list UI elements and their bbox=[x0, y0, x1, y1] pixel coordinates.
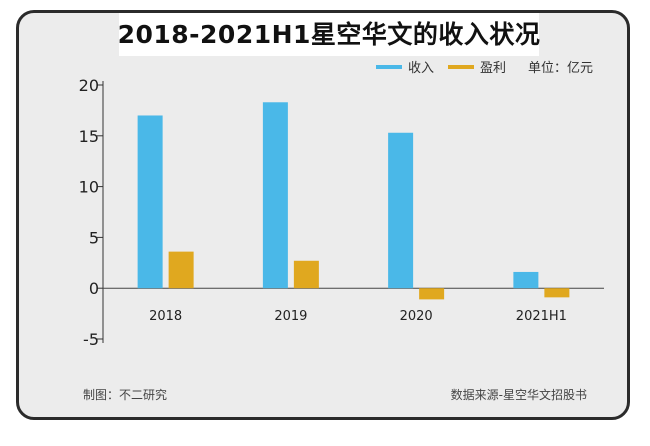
x-category-label: 2021H1 bbox=[516, 309, 567, 324]
bar-chart: 20 15 10 5 0 -5 2018 2019 2020 2021H1 bbox=[79, 76, 604, 349]
legend-swatch-revenue bbox=[375, 64, 402, 69]
y-tick-label: -5 bbox=[83, 330, 99, 349]
legend-label-revenue: 收入 bbox=[407, 61, 434, 76]
bar-revenue bbox=[262, 102, 288, 289]
bar-revenue bbox=[513, 271, 539, 289]
y-tick-label: 15 bbox=[79, 127, 99, 146]
y-tick-label: 10 bbox=[79, 178, 99, 197]
x-category-label: 2020 bbox=[400, 309, 433, 324]
chart-title: 2018-2021H1星空华文的收入状况 bbox=[117, 20, 541, 49]
legend: 收入 盈利 单位：亿元 bbox=[375, 57, 593, 76]
footer-source: 数据来源-星空华文招股书 bbox=[450, 388, 587, 402]
bar-profit bbox=[168, 251, 194, 289]
chart-card: 2018-2021H1星空华文的收入状况 收入 盈利 单位：亿元 20 15 10 5… bbox=[16, 10, 630, 420]
x-category-label: 2019 bbox=[274, 309, 307, 324]
bar-profit bbox=[293, 260, 319, 289]
bar-profit bbox=[544, 288, 570, 298]
y-tick-label: 0 bbox=[89, 279, 99, 298]
bar-revenue bbox=[388, 132, 414, 289]
legend-label-profit: 盈利 bbox=[479, 61, 506, 76]
title-bar: 2018-2021H1星空华文的收入状况 bbox=[117, 13, 541, 56]
y-tick-label: 20 bbox=[79, 76, 99, 95]
bar-revenue bbox=[137, 115, 163, 289]
footer-made-by: 制图：不二研究 bbox=[83, 388, 168, 402]
legend-item-profit: 盈利 bbox=[447, 57, 506, 76]
y-tick-label: 5 bbox=[89, 228, 99, 247]
bar-profit bbox=[419, 288, 445, 300]
legend-item-revenue: 收入 bbox=[375, 57, 434, 76]
legend-swatch-profit bbox=[447, 64, 474, 69]
x-category-label: 2018 bbox=[149, 309, 182, 324]
unit-label: 单位：亿元 bbox=[527, 61, 593, 76]
